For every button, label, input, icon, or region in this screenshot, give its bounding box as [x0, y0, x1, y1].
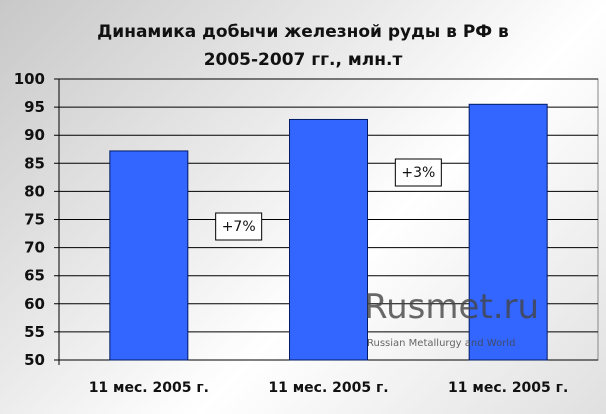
y-tick-label: 100	[14, 70, 45, 88]
annotation-box	[394, 158, 442, 187]
title-line-2: 2005-2007 гг., млн.т	[203, 50, 403, 70]
y-tick-label: 65	[24, 267, 45, 285]
y-tick-label: 85	[24, 154, 45, 172]
annotation-box	[215, 212, 263, 241]
annotation-label: +3%	[401, 165, 435, 181]
bar	[289, 118, 368, 361]
y-tick-label: 75	[24, 211, 45, 229]
annotation-label: +7%	[222, 219, 256, 235]
x-tick-label: 11 мес. 2005 г.	[448, 380, 568, 396]
y-tick-label: 55	[24, 323, 45, 341]
title-line-1: Динамика добычи железной руды в РФ в	[97, 22, 509, 42]
x-tick-label: 11 мес. 2005 г.	[89, 380, 209, 396]
y-tick-label: 90	[24, 126, 45, 144]
y-tick-label: 95	[24, 98, 45, 116]
x-tick-label: 11 мес. 2005 г.	[268, 380, 388, 396]
y-tick-label: 80	[24, 182, 45, 200]
y-tick-label: 60	[24, 295, 45, 313]
chart-title: Динамика добычи железной руды в РФ в 200…	[0, 18, 606, 74]
y-tick-label: 50	[24, 351, 45, 369]
y-tick-label: 70	[24, 239, 45, 257]
watermark-tagline: Russian Metallurgy and World	[367, 338, 515, 349]
bar	[109, 150, 189, 361]
watermark-text: Rusmet.ru	[364, 287, 539, 327]
bar	[468, 103, 548, 361]
